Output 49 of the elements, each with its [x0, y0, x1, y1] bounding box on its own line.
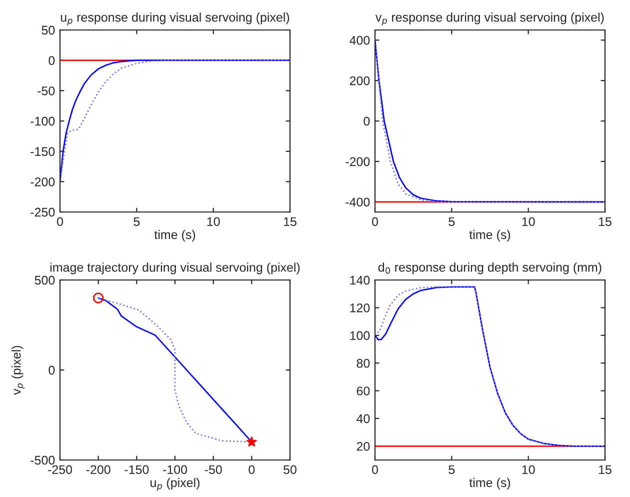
x-tick-label: -50	[204, 465, 222, 474]
y-tick-label: 200	[350, 76, 370, 86]
x-tick-label: -150	[124, 465, 149, 474]
x-tick-label: -100	[163, 465, 188, 474]
chart-title: u$_{p}$ response during visual servoing (pixel)	[60, 12, 290, 26]
chart-title: v$_{p}$ response during visual servoing (pixel)	[375, 12, 604, 26]
y-tick-label: 500	[34, 276, 55, 285]
x-tick-label: 10	[522, 465, 535, 474]
x-tick-label: 10	[522, 217, 535, 226]
y-tick-label: 400	[350, 36, 370, 45]
chart-title: image trajectory during visual servoing (pixel)	[50, 262, 300, 274]
y-tick-label: -200	[346, 157, 370, 166]
y-tick-label: 80	[356, 358, 370, 368]
y-tick-label: 0	[48, 56, 55, 65]
y-tick-label: -100	[30, 116, 55, 126]
y-tick-label: 120	[350, 303, 370, 312]
x-tick-label: 50	[284, 465, 296, 474]
chart-title: d$_{0}$ response during depth servoing (mm)	[378, 262, 602, 274]
y-tick-label: 140	[350, 276, 370, 285]
y-tick-label: -50	[38, 86, 55, 96]
y-tick-label: -250	[30, 208, 55, 217]
y-tick-label: 50	[42, 26, 55, 35]
x-tick-label: 0	[372, 465, 378, 474]
x-tick-label: 10	[207, 217, 220, 226]
y-tick-label: -150	[30, 147, 55, 156]
x-tick-label: -200	[86, 465, 110, 474]
y-axis-title: v$_{p}$ (pixel)	[12, 346, 24, 395]
x-tick-label: 15	[599, 465, 612, 474]
y-tick-label: 60	[356, 386, 370, 396]
x-tick-label: 0	[372, 217, 378, 226]
y-tick-label: 20	[356, 442, 370, 451]
x-tick-label: 5	[448, 217, 455, 226]
x-axis-title: time (s)	[154, 230, 196, 242]
y-tick-label: 0	[364, 116, 370, 126]
x-tick-label: 5	[134, 217, 140, 226]
x-tick-label: 15	[284, 217, 296, 226]
y-tick-label: -500	[30, 456, 55, 465]
y-tick-label: 40	[356, 414, 370, 424]
x-tick-label: 5	[448, 465, 455, 474]
y-tick-label: -200	[30, 177, 55, 186]
y-tick-label: 100	[350, 331, 370, 340]
y-tick-label: 0	[48, 366, 55, 375]
x-tick-label: 0	[248, 465, 255, 474]
y-tick-label: -400	[346, 198, 370, 207]
x-axis-title: u$_{p}$ (pixel)	[150, 478, 200, 491]
x-tick-label: 0	[57, 217, 63, 226]
x-axis-title: time (s)	[469, 230, 510, 242]
x-axis-title: time (s)	[469, 478, 510, 490]
x-tick-label: 15	[599, 217, 612, 226]
